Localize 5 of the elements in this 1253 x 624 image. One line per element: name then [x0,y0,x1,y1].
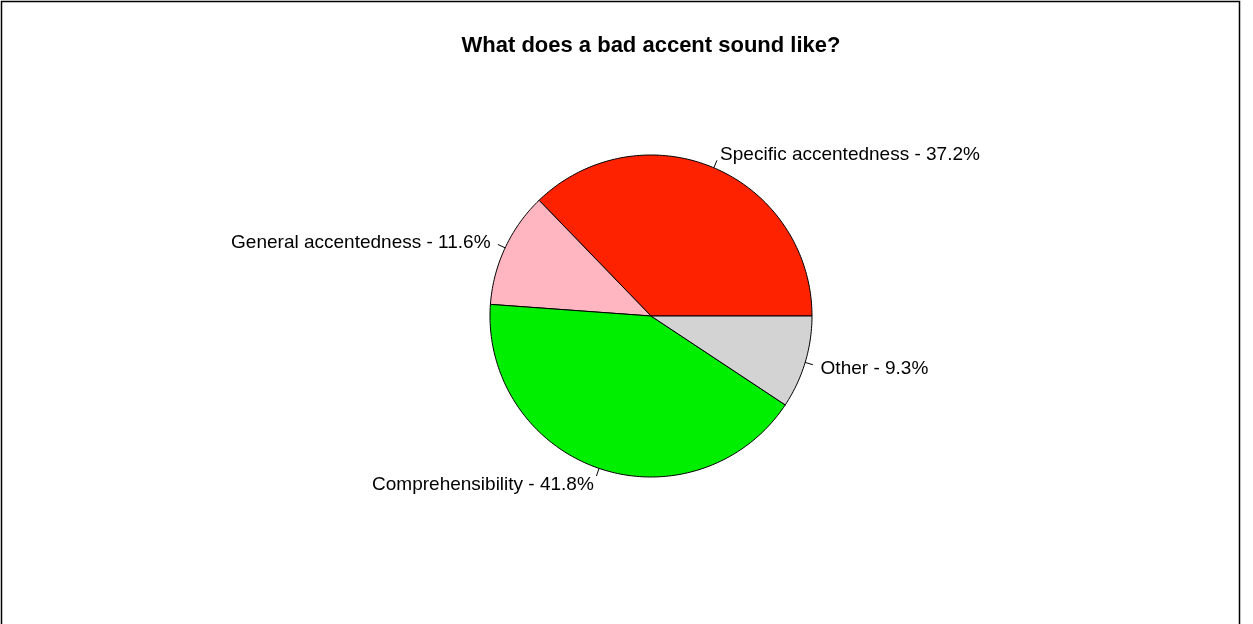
slice-label: Comprehensibility - 41.8% [372,473,594,495]
slice-label: Specific accentedness - 37.2% [720,142,981,164]
chart-title: What does a bad accent sound like? [461,32,841,57]
slice-label: General accentedness - 11.6% [231,230,491,252]
slice-label: Other - 9.3% [820,356,929,378]
